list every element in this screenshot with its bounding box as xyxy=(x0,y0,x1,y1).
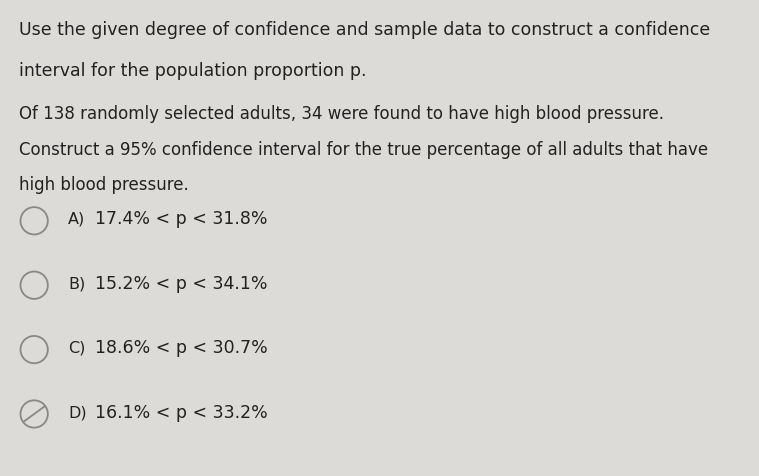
Text: Of 138 randomly selected adults, 34 were found to have high blood pressure.: Of 138 randomly selected adults, 34 were… xyxy=(19,105,664,123)
Text: D): D) xyxy=(68,404,87,419)
Text: Construct a 95% confidence interval for the true percentage of all adults that h: Construct a 95% confidence interval for … xyxy=(19,140,708,159)
Text: C): C) xyxy=(68,340,86,355)
Text: B): B) xyxy=(68,276,86,291)
Text: 17.4% < p < 31.8%: 17.4% < p < 31.8% xyxy=(95,210,267,228)
Text: A): A) xyxy=(68,211,86,227)
Text: interval for the population proportion p.: interval for the population proportion p… xyxy=(19,62,367,80)
Text: high blood pressure.: high blood pressure. xyxy=(19,176,189,194)
Text: 15.2% < p < 34.1%: 15.2% < p < 34.1% xyxy=(95,274,267,292)
Text: Use the given degree of confidence and sample data to construct a confidence: Use the given degree of confidence and s… xyxy=(19,21,710,40)
Text: 16.1% < p < 33.2%: 16.1% < p < 33.2% xyxy=(95,403,268,421)
Text: 18.6% < p < 30.7%: 18.6% < p < 30.7% xyxy=(95,338,268,357)
